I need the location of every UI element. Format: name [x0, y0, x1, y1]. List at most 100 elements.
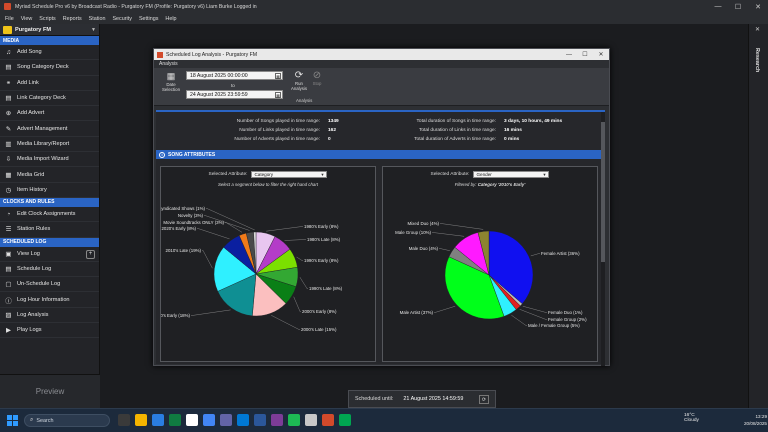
- clock-icon: ◔: [6, 210, 11, 218]
- windows-start-icon[interactable]: [7, 415, 18, 426]
- song-attributes-header[interactable]: i SONG ATTRIBUTES: [156, 150, 601, 159]
- pie-slice[interactable]: [213, 246, 257, 292]
- sidebar-item-song-category-deck[interactable]: ▤ Song Category Deck: [0, 60, 99, 76]
- outlook-icon[interactable]: [152, 414, 164, 426]
- sidebar-item-station-rules[interactable]: ☰ Station Rules: [0, 222, 99, 238]
- menu-help[interactable]: Help: [165, 15, 177, 22]
- teams-icon[interactable]: [220, 414, 232, 426]
- sidebar-item-label: Media Library/Report: [17, 140, 70, 147]
- menu-security[interactable]: Security: [112, 15, 132, 22]
- sidebar-item-item-history[interactable]: ◷ Item History: [0, 183, 99, 198]
- sidebar-item-add-link[interactable]: ⚭ Add Link: [0, 76, 99, 91]
- minimize-button[interactable]: —: [714, 3, 722, 10]
- sidebar-item-media-import-wizard[interactable]: ⇩ Media Import Wizard: [0, 152, 99, 168]
- ribbon-tab-analysis[interactable]: Analysis: [154, 60, 609, 68]
- plus-advert-icon: ⊕: [5, 110, 12, 118]
- sidebar-item-log-hour-information[interactable]: ⓘ Log Hour Information: [0, 292, 99, 308]
- sidebar-item-label: Advert Management: [17, 125, 68, 132]
- store-icon[interactable]: [186, 414, 198, 426]
- chrome-icon[interactable]: [203, 414, 215, 426]
- date-selection-button[interactable]: ▦ Date Selection: [160, 71, 182, 92]
- pie-slice[interactable]: [444, 256, 505, 320]
- stop-button[interactable]: ⊘ Stop: [311, 70, 323, 86]
- dialog-title-bar: Scheduled Log Analysis - Purgatory FM — …: [154, 49, 609, 60]
- close-button[interactable]: ✕: [755, 3, 761, 11]
- category-pie-chart[interactable]: 1980's Early (8%) 1980's Late (8%) 1990's …: [161, 167, 377, 363]
- refresh-icon[interactable]: ⟳: [479, 394, 489, 404]
- calendar-dropdown-icon[interactable]: ▦: [275, 92, 281, 98]
- scrollbar-thumb[interactable]: [601, 122, 605, 262]
- sidebar-item-label: Add Song: [17, 49, 42, 56]
- excel-icon[interactable]: [169, 414, 181, 426]
- app-icon: [4, 3, 11, 10]
- research-tab[interactable]: Research: [754, 48, 760, 73]
- settings-icon[interactable]: [305, 414, 317, 426]
- sidebar-item-log-analysis[interactable]: ▨ Log Analysis: [0, 308, 99, 324]
- task-view-icon[interactable]: [118, 414, 130, 426]
- pie-label: Male / Female Group (5%): [528, 323, 580, 328]
- pie-slice[interactable]: [488, 230, 534, 305]
- file-explorer-icon[interactable]: [135, 414, 147, 426]
- maximize-button[interactable]: ☐: [734, 3, 742, 11]
- weather-widget[interactable]: 16°C Cloudy: [684, 413, 699, 423]
- calendar-dropdown-icon[interactable]: ▦: [275, 73, 281, 79]
- pie-slice[interactable]: [477, 230, 490, 276]
- sidebar-item-unschedule-log[interactable]: ▢ Un-Schedule Log: [0, 277, 99, 293]
- stat-adverts-count: Number of Adverts played in time range: 0: [226, 137, 330, 142]
- myriad-app-icon[interactable]: [322, 414, 334, 426]
- run-analysis-label: Run Analysis: [290, 81, 307, 91]
- stat-label: Total duration of Adverts in time range:: [414, 137, 496, 142]
- ribbon: ▦ Date Selection 18 August 2025 00:00:00…: [154, 68, 609, 106]
- edge-icon[interactable]: [237, 414, 249, 426]
- sidebar-item-add-advert[interactable]: ⊕ Add Advert: [0, 106, 99, 122]
- research-close-button[interactable]: ✕: [755, 27, 761, 33]
- menu-view[interactable]: View: [20, 15, 33, 22]
- menu-reports[interactable]: Reports: [62, 15, 82, 22]
- dialog-maximize-button[interactable]: ☐: [582, 52, 588, 58]
- gender-pie-chart[interactable]: Female Artist (36%) Female Duo (1%) Female…: [383, 167, 599, 363]
- sidebar-item-media-grid[interactable]: ▦ Media Grid: [0, 167, 99, 183]
- sidebar-item-add-song[interactable]: ♫ Add Song: [0, 45, 99, 61]
- spotify-icon[interactable]: [288, 414, 300, 426]
- onenote-icon[interactable]: [271, 414, 283, 426]
- sidebar-item-edit-clock-assignments[interactable]: ◔ Edit Clock Assignments: [0, 207, 99, 223]
- sidebar-item-advert-management[interactable]: ✎ Advert Management: [0, 121, 99, 137]
- to-date-input[interactable]: 24 August 2025 23:59:59 ▦: [186, 90, 283, 99]
- from-date-input[interactable]: 18 August 2025 00:00:00 ▦: [186, 71, 283, 80]
- pie-label: Male Artist (37%): [400, 310, 434, 315]
- app-icon[interactable]: [339, 414, 351, 426]
- scheduled-until-bar: Scheduled until: 21 August 2025 14:59:59…: [348, 390, 496, 408]
- word-icon[interactable]: [254, 414, 266, 426]
- sidebar-item-play-logs[interactable]: ▶ Play Logs: [0, 323, 99, 339]
- leader-line: [225, 222, 243, 233]
- add-icon[interactable]: +: [86, 249, 95, 259]
- menu-bar: File View Scripts Reports Station Securi…: [0, 13, 768, 24]
- sidebar-item-label: Log Analysis: [17, 311, 49, 318]
- pie-label: Female Group (2%): [548, 317, 587, 322]
- menu-settings[interactable]: Settings: [138, 15, 159, 22]
- pie-slice[interactable]: [253, 231, 257, 275]
- pie-slice[interactable]: [217, 273, 257, 317]
- taskbar-search[interactable]: ⌕ Search: [24, 414, 110, 427]
- menu-station[interactable]: Station: [88, 15, 106, 22]
- sidebar-item-link-category-deck[interactable]: ▤ Link Category Deck: [0, 91, 99, 107]
- category-attribute-select[interactable]: Category ▼: [251, 171, 328, 178]
- run-analysis-button[interactable]: ⟳ Run Analysis: [290, 70, 308, 91]
- station-selector[interactable]: Purgatory FM ▼: [0, 24, 99, 36]
- content-scrollbar[interactable]: [601, 112, 605, 366]
- pie-label: 2000's Late (15%): [301, 327, 337, 332]
- gender-attribute-select[interactable]: Gender ▼: [473, 171, 550, 178]
- unschedule-icon: ▢: [5, 281, 12, 289]
- sidebar-item-schedule-log[interactable]: ▤ Schedule Log: [0, 262, 99, 278]
- dialog-close-button[interactable]: ✕: [598, 52, 604, 58]
- sidebar-item-media-library[interactable]: ▥ Media Library/Report: [0, 137, 99, 153]
- scheduled-until-value: 21 August 2025 14:59:59: [403, 396, 464, 402]
- menu-file[interactable]: File: [5, 15, 14, 22]
- clock[interactable]: 13:29 20/08/2025: [744, 413, 767, 427]
- pie-label: 1980's Early (8%): [304, 224, 339, 229]
- dialog-minimize-button[interactable]: —: [566, 51, 572, 58]
- section-media: MEDIA: [0, 36, 99, 45]
- menu-scripts[interactable]: Scripts: [39, 15, 56, 22]
- plus-link-icon: ⚭: [5, 79, 12, 87]
- sidebar-item-view-log[interactable]: ▣ View Log +: [0, 247, 99, 262]
